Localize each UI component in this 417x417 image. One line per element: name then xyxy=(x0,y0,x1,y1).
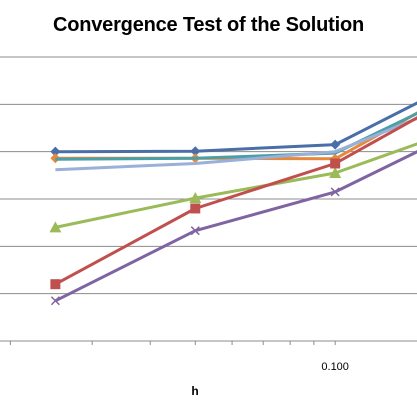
x-axis-label: h xyxy=(191,384,199,398)
data-point xyxy=(189,192,202,204)
data-point xyxy=(190,146,201,157)
data-point xyxy=(50,279,61,290)
data-point xyxy=(330,158,341,169)
x-tick-label: 0.100 xyxy=(321,361,349,373)
data-point xyxy=(49,221,62,233)
data-point xyxy=(330,187,340,197)
series-line-1 xyxy=(55,101,417,154)
series-line-6 xyxy=(54,116,417,286)
data-point xyxy=(50,146,61,157)
series-line-7 xyxy=(54,150,417,303)
data-point xyxy=(330,139,341,150)
data-point xyxy=(190,203,201,214)
data-point xyxy=(50,153,61,164)
data-point xyxy=(329,166,342,178)
data-point xyxy=(50,296,60,306)
chart-title: Convergence Test of the Solution xyxy=(52,14,365,36)
data-point xyxy=(190,226,200,236)
series-line-3 xyxy=(55,111,417,161)
